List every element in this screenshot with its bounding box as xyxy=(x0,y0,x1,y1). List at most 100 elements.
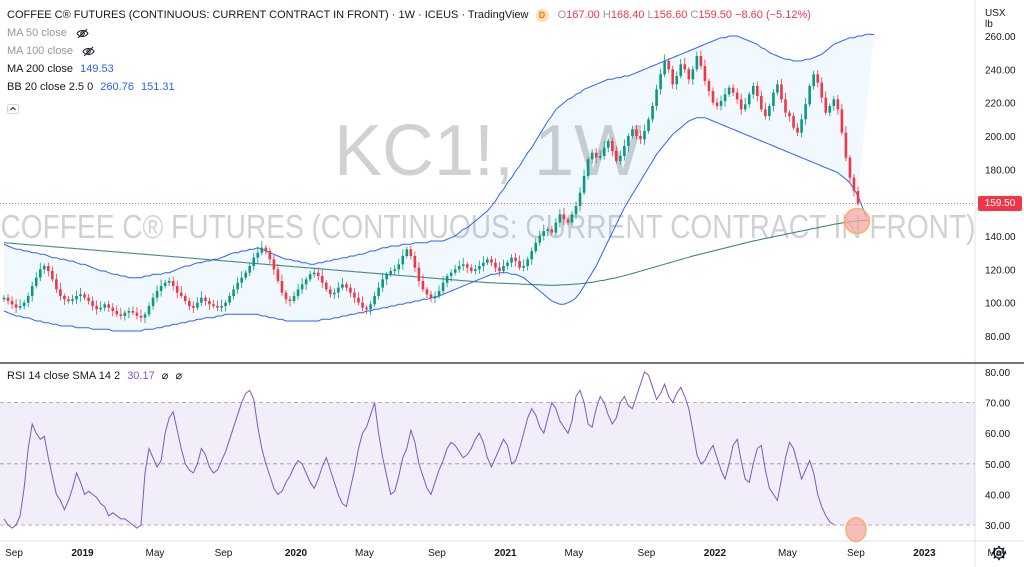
candle-body xyxy=(99,307,102,310)
legend-collapse[interactable] xyxy=(7,104,19,118)
candle-body xyxy=(437,291,441,296)
candle-body xyxy=(639,136,642,140)
candle-body xyxy=(111,307,115,311)
candle-body xyxy=(747,94,751,105)
rsi-tick-label: 70.00 xyxy=(985,399,1010,410)
candle-body xyxy=(300,284,304,290)
candle-body xyxy=(647,119,650,131)
legend-bb[interactable]: BB 20 close 2.5 0 260.76 151.31 xyxy=(7,80,175,94)
candle-body xyxy=(800,119,803,133)
candle-body xyxy=(615,151,618,161)
ohlc-open: 167.00 xyxy=(566,9,600,21)
candle-body xyxy=(26,296,30,303)
candle-body xyxy=(103,304,107,308)
candle-body xyxy=(465,264,469,268)
candle-body xyxy=(453,269,457,273)
candle-body xyxy=(216,306,219,308)
candle-body xyxy=(474,269,477,271)
candle-body xyxy=(365,307,368,310)
candle-body xyxy=(482,262,485,266)
candle-body xyxy=(240,277,243,283)
candle-body xyxy=(47,266,50,271)
rsi-tick-label: 50.00 xyxy=(985,460,1010,471)
price-tick-label: 80.00 xyxy=(985,332,1010,343)
legend-rsi[interactable]: RSI 14 close SMA 14 2 30.17 ⌀ ⌀ xyxy=(7,369,182,383)
candle-body xyxy=(494,262,497,268)
candle-body xyxy=(119,314,123,316)
candle-body xyxy=(429,294,433,298)
candle-body xyxy=(602,147,606,156)
candle-body xyxy=(578,192,582,206)
candle-body xyxy=(280,281,284,293)
ma100-label: MA 100 close xyxy=(7,45,74,57)
candle-body xyxy=(208,301,211,305)
highlight-circle-rsi xyxy=(845,516,867,543)
candle-body xyxy=(663,61,666,75)
candle-body xyxy=(852,177,856,191)
delay-badge[interactable]: D xyxy=(535,8,549,22)
candle-body xyxy=(91,301,94,306)
header-legend: COFFEE C® FUTURES (CONTINUOUS: CURRENT C… xyxy=(7,8,811,22)
price-tick-label: 100.00 xyxy=(985,299,1016,310)
candle-body xyxy=(719,101,723,106)
candle-body xyxy=(123,312,127,316)
candle-body xyxy=(393,269,397,271)
candle-body xyxy=(87,297,90,301)
candle-body xyxy=(558,214,562,223)
eye-off-icon[interactable] xyxy=(76,28,89,39)
candle-body xyxy=(381,279,384,288)
candle-body xyxy=(554,222,558,233)
candle-body xyxy=(566,219,570,223)
eye-off-icon[interactable] xyxy=(82,46,95,57)
candle-body xyxy=(635,129,638,136)
price-axis-area[interactable] xyxy=(975,0,1024,567)
price-tick-label: 200.00 xyxy=(985,132,1016,143)
candle-body xyxy=(623,146,626,156)
candle-body xyxy=(67,299,70,301)
candle-body xyxy=(63,296,66,300)
candle-body xyxy=(711,91,715,103)
candle-body xyxy=(296,289,300,296)
rsi-line xyxy=(3,371,835,529)
candle-body xyxy=(175,286,179,293)
unit-label: lb xyxy=(985,19,993,30)
price-tick-label: 120.00 xyxy=(985,265,1016,276)
time-tick-label: Sep xyxy=(847,548,865,559)
candle-body xyxy=(562,214,566,220)
gear-icon[interactable] xyxy=(991,545,1007,561)
chevron-up-icon[interactable] xyxy=(7,104,19,114)
ohlc-low: 156.60 xyxy=(653,9,688,21)
price-tick-label: 220.00 xyxy=(985,99,1016,110)
candle-body xyxy=(10,301,14,305)
price-tick-label: 260.00 xyxy=(985,32,1016,43)
candle-body xyxy=(139,316,143,318)
candle-body xyxy=(385,274,388,280)
candle-body xyxy=(42,266,46,270)
candle-body xyxy=(373,296,376,305)
time-tick-label: 2023 xyxy=(913,548,936,559)
currency-label: USX xyxy=(985,8,1006,19)
candle-body xyxy=(75,296,78,300)
candle-body xyxy=(30,286,34,296)
currency-unit-selector[interactable]: USX lb xyxy=(985,8,1006,30)
candle-body xyxy=(397,264,401,270)
candle-body xyxy=(377,287,380,296)
candle-body xyxy=(272,259,276,270)
candle-body xyxy=(655,89,658,106)
candle-body xyxy=(478,266,481,270)
candle-body xyxy=(268,251,272,260)
legend-ma100[interactable]: MA 100 close xyxy=(7,44,95,58)
candle-body xyxy=(252,257,256,266)
candle-body xyxy=(780,84,783,100)
candle-body xyxy=(486,259,489,263)
candle-body xyxy=(735,92,739,100)
candle-body xyxy=(188,301,191,306)
time-tick-label: May xyxy=(146,548,165,559)
legend-ma50[interactable]: MA 50 close xyxy=(7,26,89,40)
rsi-null-2: ⌀ xyxy=(175,370,183,382)
ohlc-close-label: C xyxy=(690,9,699,21)
candle-body xyxy=(333,292,336,295)
legend-ma200[interactable]: MA 200 close 149.53 xyxy=(7,62,114,76)
candle-body xyxy=(840,109,844,133)
